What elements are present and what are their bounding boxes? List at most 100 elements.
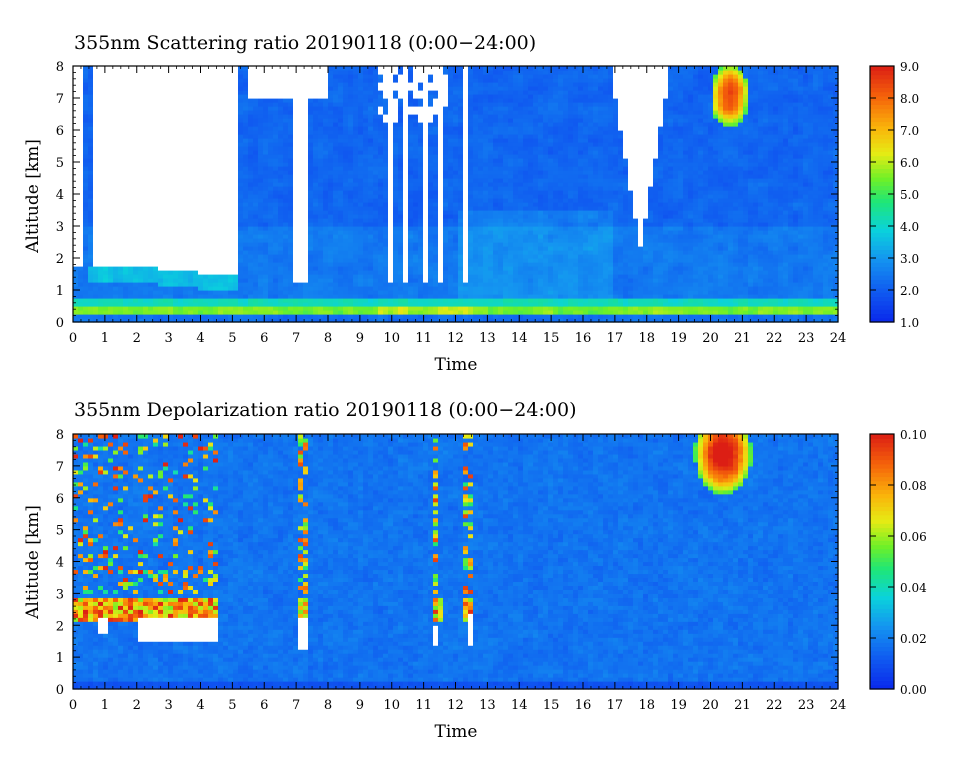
heatmap-cell xyxy=(458,170,464,175)
heatmap-cell xyxy=(453,102,459,107)
heatmap-cell xyxy=(398,82,404,87)
heatmap-cell xyxy=(103,194,109,199)
heatmap-cell xyxy=(233,154,239,159)
heatmap-cell xyxy=(388,106,394,111)
heatmap-cell xyxy=(118,114,124,119)
heatmap-cell xyxy=(233,118,239,123)
heatmap-cell xyxy=(323,86,329,91)
heatmap-cell xyxy=(313,318,319,323)
heatmap-cell xyxy=(318,214,324,219)
heatmap-cell xyxy=(138,134,144,139)
heatmap-cell xyxy=(328,202,334,207)
heatmap-cell xyxy=(333,110,339,115)
heatmap-cell xyxy=(378,94,384,99)
heatmap-cell xyxy=(188,230,194,235)
heatmap-cell xyxy=(393,198,399,203)
heatmap-cell xyxy=(428,294,434,299)
heatmap-cell xyxy=(353,286,359,291)
heatmap-cell xyxy=(263,314,269,319)
heatmap-cell xyxy=(263,306,269,311)
heatmap-cell xyxy=(103,170,109,175)
heatmap-cell xyxy=(143,66,149,71)
heatmap-cell xyxy=(168,114,174,119)
heatmap-cell xyxy=(413,250,419,255)
heatmap-cell xyxy=(423,150,429,155)
heatmap-cell xyxy=(433,270,439,275)
heatmap-cell xyxy=(278,246,284,251)
heatmap-cell xyxy=(248,270,254,275)
heatmap-cell xyxy=(318,166,324,171)
heatmap-cell xyxy=(138,246,144,251)
heatmap-cell xyxy=(143,194,149,199)
heatmap-cell xyxy=(393,306,399,311)
heatmap-cell xyxy=(408,234,414,239)
heatmap-cell xyxy=(293,310,299,315)
heatmap-cell xyxy=(263,130,269,135)
heatmap-cell xyxy=(363,250,369,255)
heatmap-cell xyxy=(333,134,339,139)
heatmap-cell xyxy=(358,310,364,315)
heatmap-cell xyxy=(228,106,234,111)
heatmap-cell xyxy=(168,306,174,311)
heatmap-cell xyxy=(378,134,384,139)
heatmap-cell xyxy=(93,94,99,99)
heatmap-cell xyxy=(273,134,279,139)
heatmap-cell xyxy=(163,146,169,151)
heatmap-cell xyxy=(88,250,94,255)
heatmap-cell xyxy=(93,126,99,131)
heatmap-cell xyxy=(193,218,199,223)
heatmap-cell xyxy=(363,158,369,163)
heatmap-cell xyxy=(458,198,464,203)
heatmap-cell xyxy=(448,306,454,311)
heatmap-cell xyxy=(183,310,189,315)
heatmap-cell xyxy=(223,278,229,283)
heatmap-cell xyxy=(403,234,409,239)
heatmap-cell xyxy=(298,294,304,299)
heatmap-cell xyxy=(308,234,314,239)
heatmap-cell xyxy=(393,194,399,199)
heatmap-cell xyxy=(103,230,109,235)
heatmap-cell xyxy=(333,130,339,135)
heatmap-cell xyxy=(198,146,204,151)
heatmap-cell xyxy=(313,142,319,147)
heatmap-cell xyxy=(133,298,139,303)
heatmap-cell xyxy=(348,182,354,187)
heatmap-cell xyxy=(173,102,179,107)
heatmap-cell xyxy=(328,210,334,215)
heatmap-cell xyxy=(123,298,129,303)
heatmap-cell xyxy=(313,310,319,315)
heatmap-cell xyxy=(208,178,214,183)
heatmap-cell xyxy=(323,126,329,131)
heatmap-cell xyxy=(408,74,414,79)
heatmap-cell xyxy=(223,154,229,159)
heatmap-cell xyxy=(173,78,179,83)
heatmap-cell xyxy=(428,138,434,143)
heatmap-cell xyxy=(253,146,259,151)
heatmap-cell xyxy=(118,70,124,75)
heatmap-cell xyxy=(423,314,429,319)
heatmap-cell xyxy=(168,134,174,139)
heatmap-cell xyxy=(338,270,344,275)
heatmap-cell xyxy=(208,110,214,115)
heatmap-cell xyxy=(343,170,349,175)
heatmap-cell xyxy=(193,150,199,155)
heatmap-cell xyxy=(103,274,109,279)
heatmap-cell xyxy=(318,190,324,195)
heatmap-cell xyxy=(173,162,179,167)
heatmap-cell xyxy=(218,182,224,187)
heatmap-cell xyxy=(333,174,339,179)
heatmap-cell xyxy=(278,86,284,91)
heatmap-cell xyxy=(133,262,139,267)
heatmap-cell xyxy=(313,170,319,175)
heatmap-cell xyxy=(418,70,424,75)
heatmap-cell xyxy=(343,310,349,315)
heatmap-cell xyxy=(433,182,439,187)
heatmap-cell xyxy=(93,310,99,315)
heatmap-cell xyxy=(193,146,199,151)
heatmap-cell xyxy=(263,102,269,107)
heatmap-cell xyxy=(323,298,329,303)
heatmap-cell xyxy=(353,274,359,279)
heatmap-cell xyxy=(283,158,289,163)
heatmap-cell xyxy=(163,162,169,167)
heatmap-cell xyxy=(178,290,184,295)
